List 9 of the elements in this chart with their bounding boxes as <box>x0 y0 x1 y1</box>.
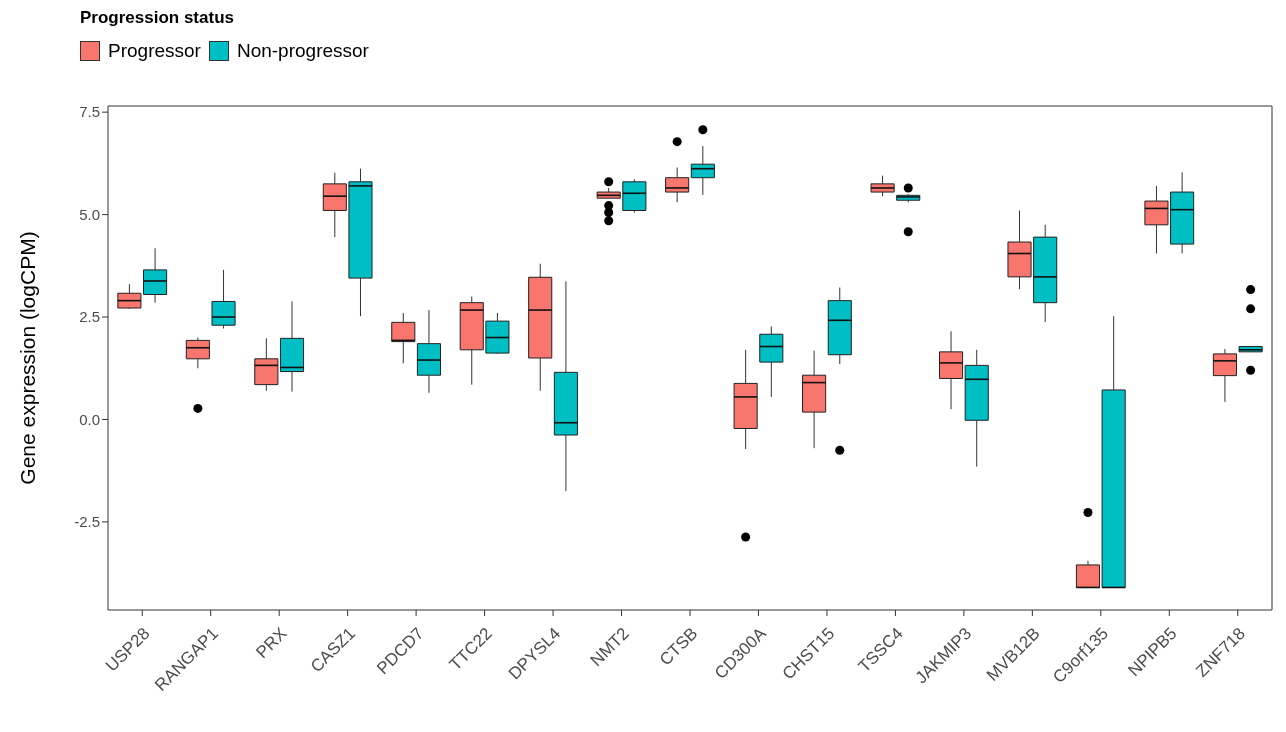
legend-label: Progressor <box>107 40 201 62</box>
legend-label: Non-progressor <box>235 40 369 62</box>
y-tick-label: 0.0 <box>79 410 100 428</box>
y-tick-label: 7.5 <box>79 103 100 121</box>
y-axis-title: Gene expression (logCPM) <box>16 231 40 485</box>
y-tick-label: 5.0 <box>79 205 100 223</box>
legend-title: Progression status <box>80 8 235 28</box>
y-tick-label: 2.5 <box>79 308 100 326</box>
y-tick-label: -2.5 <box>74 513 100 531</box>
